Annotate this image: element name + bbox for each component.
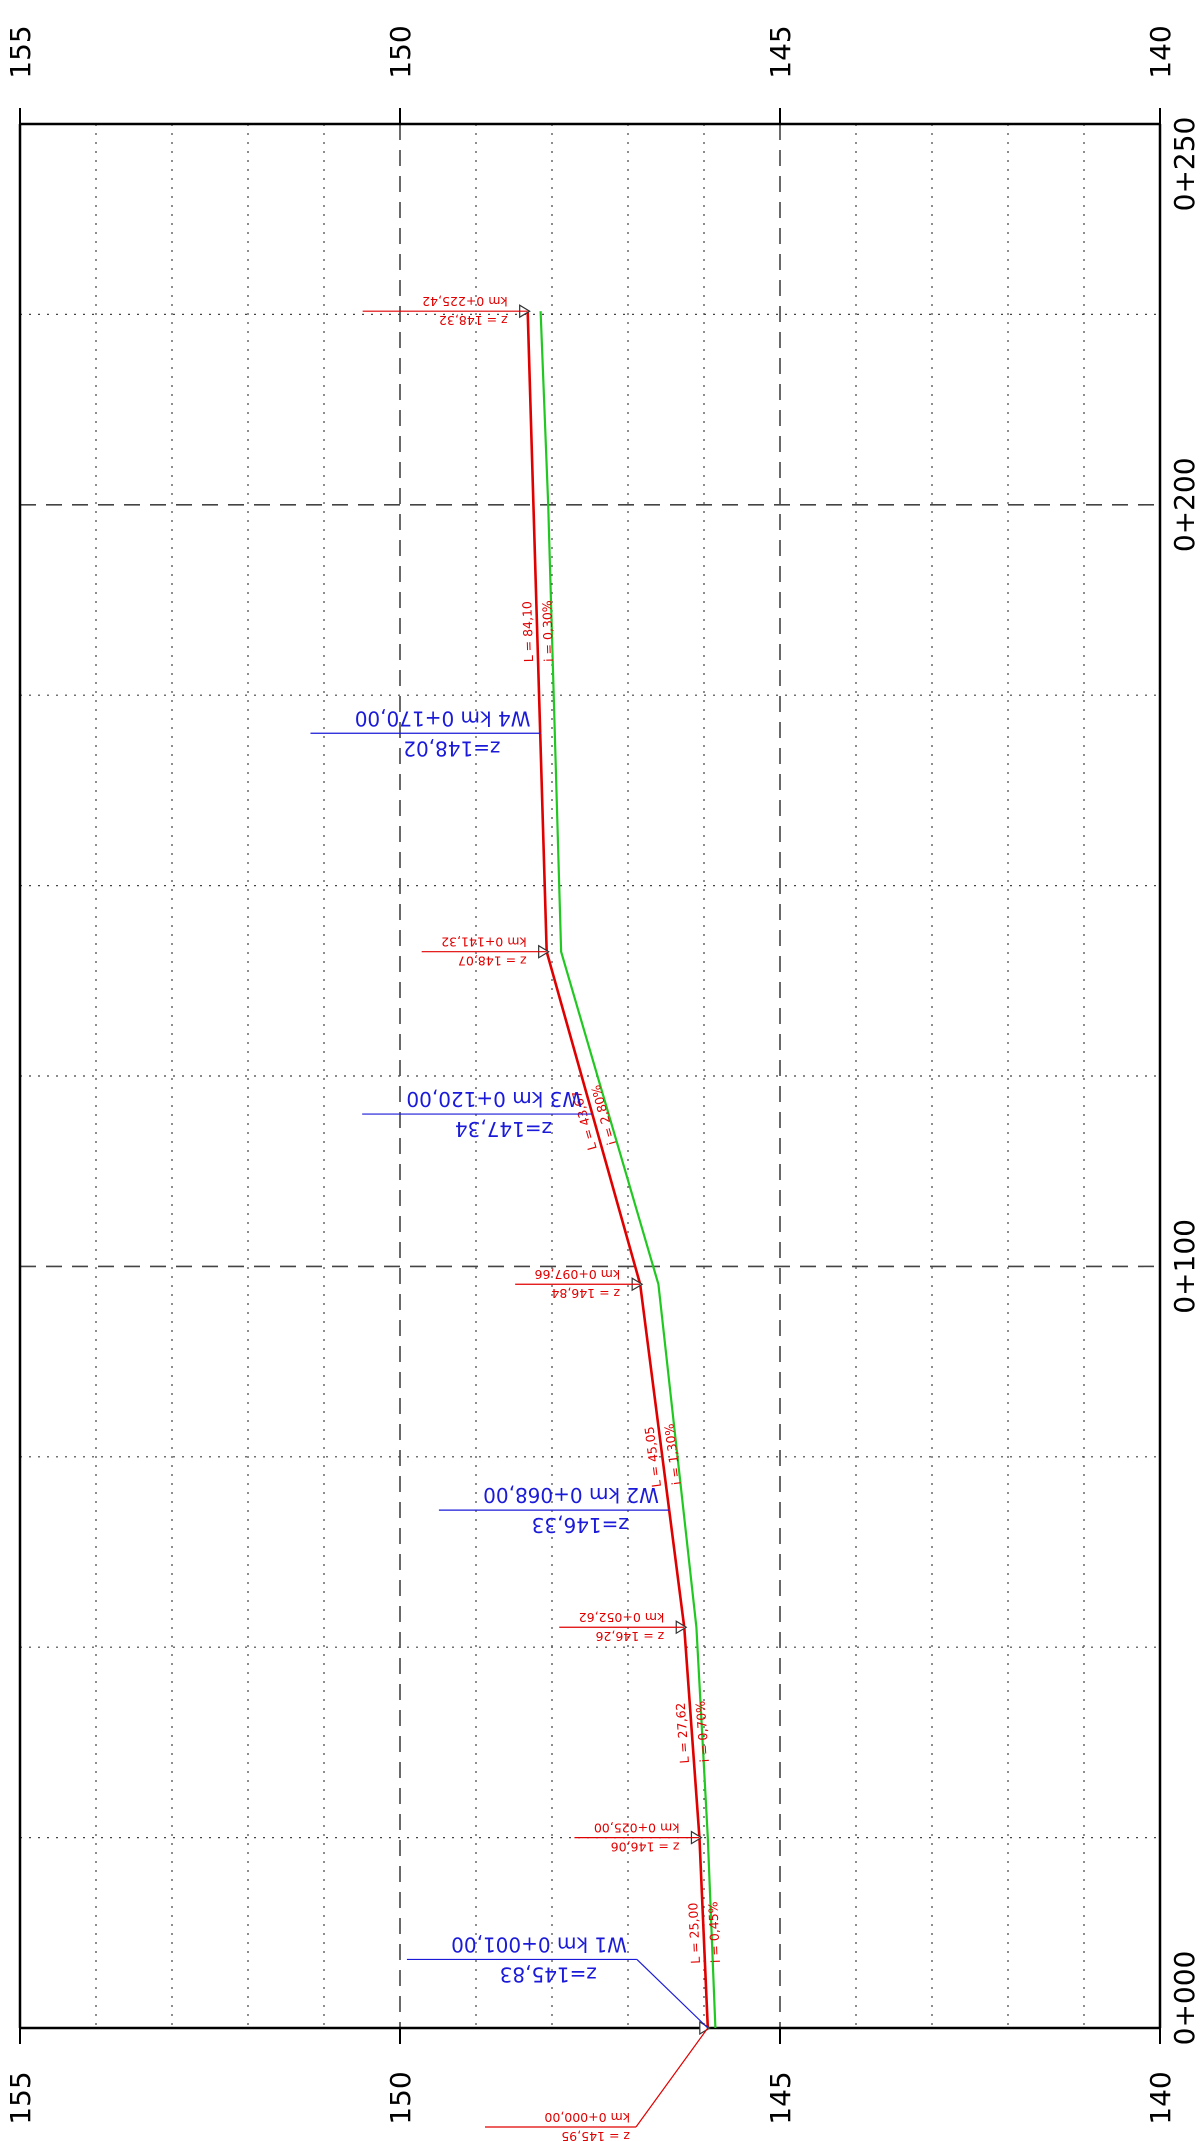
segment-label: L = 25,00 i = 0,45%	[685, 1901, 723, 1964]
chainage-axis-label: 0+200	[1168, 457, 1201, 552]
vertex-z-label: z = 146,84	[551, 1286, 620, 1301]
vertex-label: z = 146,84 km 0+097,66	[535, 1267, 621, 1301]
vertex-km-label: km 0+141,32	[441, 935, 527, 950]
well-label: z=145,83 W1 km 0+001,00	[451, 1932, 627, 1986]
chainage-axis-label: 0+250	[1168, 117, 1201, 212]
vertex-label: z = 146,26 km 0+052,62	[579, 1610, 665, 1644]
elevation-axis-label: 155	[4, 2071, 37, 2124]
terrain-profile-line	[539, 311, 717, 2029]
segment-label: L = 84,10 i = 0,30%	[519, 600, 556, 663]
elevation-axis-text: 145	[764, 2071, 797, 2124]
design-polyline	[526, 311, 710, 2029]
elevation-axis-text: 155	[4, 25, 37, 78]
segment-label: L = 27,62 i = 0,70%	[673, 1700, 712, 1764]
vertex-km-label: km 0+052,62	[579, 1610, 665, 1625]
segment-slope-label: i = 0,30%	[539, 600, 556, 662]
vertex-z-label: z = 148,32	[439, 313, 508, 328]
design-profile-line	[519, 304, 711, 2036]
well-km-label: W4 km 0+170,00	[355, 706, 531, 730]
elevation-axis-label: 145	[764, 2071, 797, 2124]
elevation-axis-text: 145	[764, 25, 797, 78]
elevation-axis-text: 150	[384, 2071, 417, 2124]
elevation-axis-text: 140	[1144, 25, 1177, 78]
elevation-axis-text: 140	[1144, 2071, 1177, 2124]
vertex-z-label: z = 145,95	[561, 2129, 630, 2141]
vertex-z-label: z = 146,26	[595, 1629, 664, 1644]
elevation-axis-label: 140	[1144, 2071, 1177, 2124]
terrain-polyline	[539, 311, 717, 2029]
vertex-z-label: z = 148,07	[458, 954, 527, 969]
vertex-km-label: km 0+025,00	[594, 1821, 680, 1836]
segment-length-label: L = 27,62	[673, 1702, 692, 1764]
vertex-km-label: km 0+000,00	[544, 2110, 630, 2125]
elevation-axis-label: 145	[764, 25, 797, 78]
well-km-label: W1 km 0+001,00	[451, 1932, 627, 1956]
profile-annotations: z = 145,95 km 0+000,00 z = 146,06 km 0+025,…	[310, 294, 723, 2141]
axis-labels: 155 155 150 150 145 145 140 140 0+000 0+100 0+200 0…	[4, 25, 1201, 2124]
chainage-axis-label: 0+000	[1168, 1951, 1201, 2046]
chainage-axis-text: 0+200	[1168, 457, 1201, 552]
elevation-axis-label: 150	[384, 25, 417, 78]
segment-length-label: L = 84,10	[519, 601, 536, 663]
elevation-axis-text: 150	[384, 25, 417, 78]
vertex-km-label: km 0+225,42	[422, 294, 508, 309]
chainage-axis-text: 0+100	[1168, 1219, 1201, 1314]
vertex-km-label: km 0+097,66	[535, 1267, 621, 1282]
well-km-label: W2 km 0+068,00	[483, 1483, 659, 1507]
well-km-label: W3 km 0+120,00	[406, 1087, 582, 1111]
well-label: z=146,33 W2 km 0+068,00	[483, 1483, 659, 1537]
well-label: z=147,34 W3 km 0+120,00	[406, 1087, 582, 1141]
vertex-label: z = 145,95 km 0+000,00	[544, 2110, 630, 2141]
segment-length-label: L = 25,00	[685, 1902, 703, 1964]
grid-lines	[20, 124, 1160, 2028]
well-z-label: z=147,34	[455, 1117, 552, 1141]
vertex-leader	[635, 2027, 709, 2128]
elevation-axis-label: 155	[4, 25, 37, 78]
elevation-axis-label: 140	[1144, 25, 1177, 78]
profile-frame	[18, 108, 1162, 2044]
well-z-label: z=146,33	[532, 1513, 629, 1537]
elevation-axis-text: 155	[4, 2071, 37, 2124]
vertex-z-label: z = 146,06	[611, 1840, 680, 1855]
chainage-axis-label: 0+100	[1168, 1219, 1201, 1314]
well-z-label: z=145,83	[500, 1962, 597, 1986]
chainage-axis-text: 0+250	[1168, 117, 1201, 212]
chainage-axis-text: 0+000	[1168, 1951, 1201, 2046]
vertex-label: z = 148,07 km 0+141,32	[441, 935, 527, 969]
segment-slope-label: i = 0,70%	[693, 1700, 712, 1763]
vertex-label: z = 146,06 km 0+025,00	[594, 1821, 680, 1855]
vertex-label: z = 148,32 km 0+225,42	[422, 294, 508, 328]
well-z-label: z=148,02	[403, 736, 500, 760]
elevation-axis-label: 150	[384, 2071, 417, 2124]
well-label: z=148,02 W4 km 0+170,00	[355, 706, 531, 760]
segment-slope-label: i = 0,45%	[705, 1901, 723, 1963]
well-leader	[636, 1959, 709, 2029]
